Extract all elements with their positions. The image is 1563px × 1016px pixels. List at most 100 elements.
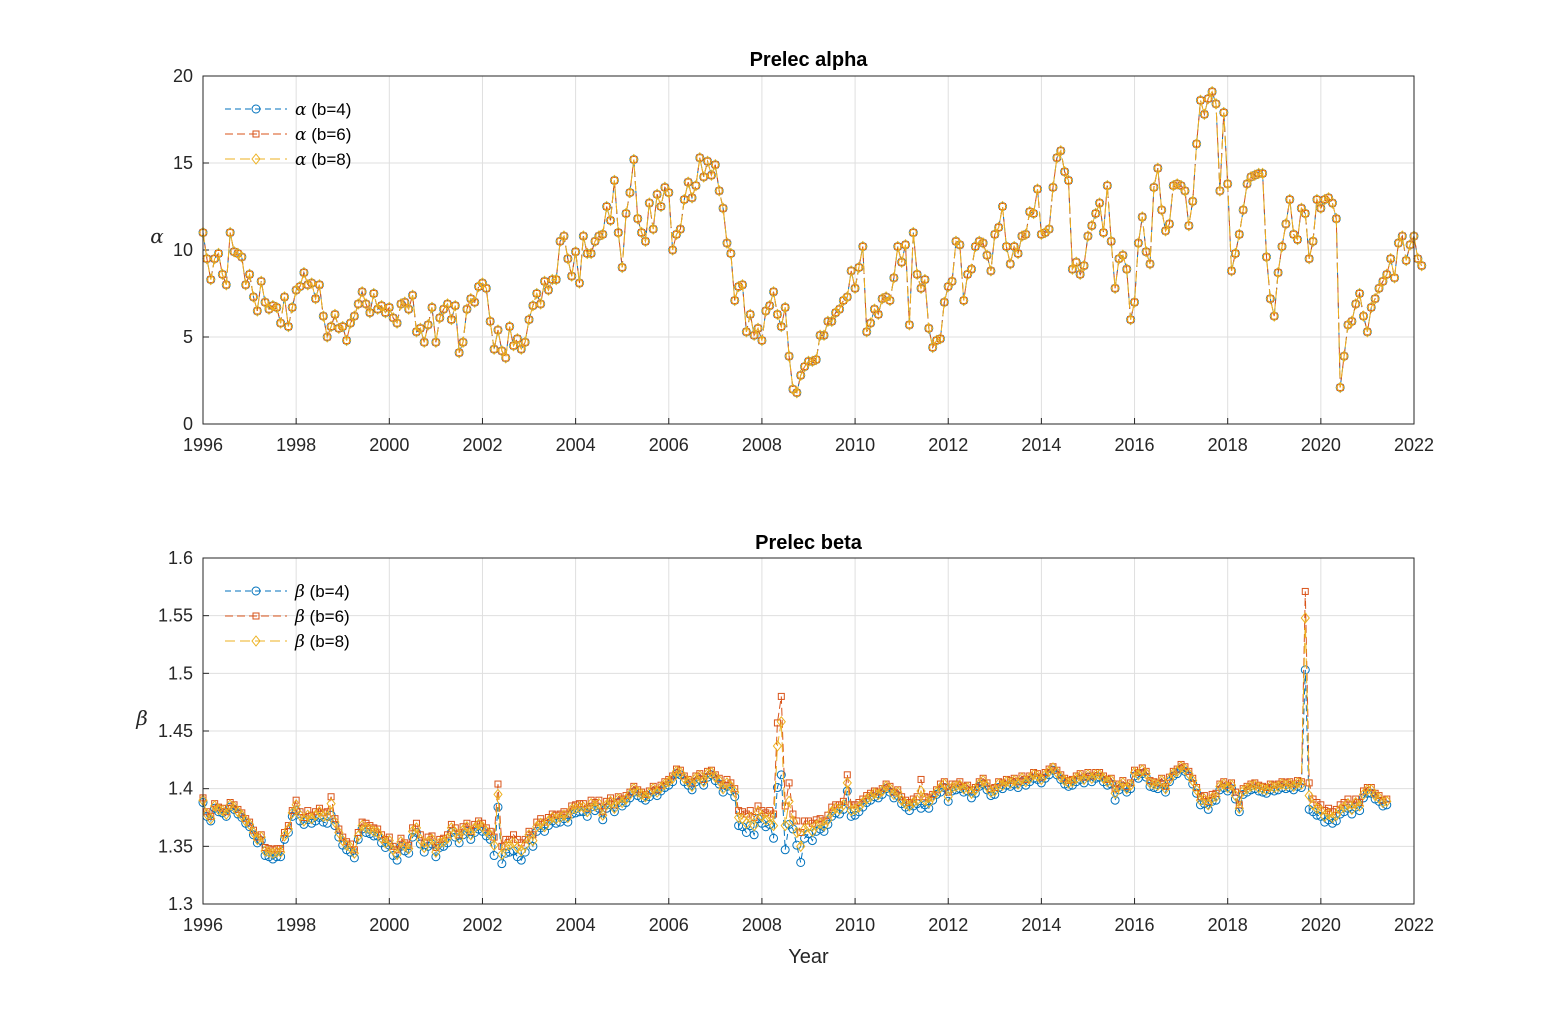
alpha-point-b8 xyxy=(757,334,767,347)
beta-point-b8 xyxy=(481,825,491,838)
alpha-point-b8 xyxy=(1215,185,1225,197)
beta-point-b4 xyxy=(1106,779,1116,789)
alpha-x-tick-label: 2008 xyxy=(742,435,782,455)
alpha-point-b8 xyxy=(667,244,678,256)
beta-point-b8 xyxy=(679,772,689,785)
alpha-point-b8 xyxy=(559,230,569,242)
alpha-point-b6 xyxy=(1026,208,1034,216)
alpha-point-b8 xyxy=(1145,258,1155,270)
alpha-point-b8 xyxy=(621,207,631,220)
alpha-point-b8 xyxy=(1017,230,1027,242)
alpha-point-b6 xyxy=(513,335,521,343)
alpha-point-b6 xyxy=(331,310,339,318)
alpha-point-b8 xyxy=(303,278,313,291)
beta-point-b8 xyxy=(1238,785,1248,797)
alpha-point-b8 xyxy=(908,226,918,239)
beta-point-b8 xyxy=(563,811,573,824)
beta-point-b8 xyxy=(613,793,623,805)
beta-point-b8 xyxy=(318,810,328,823)
beta-point-b6 xyxy=(816,815,824,823)
alpha-point-b8 xyxy=(1137,211,1147,223)
beta-point-b8 xyxy=(598,809,608,821)
beta-point-b8 xyxy=(617,796,627,809)
beta-point-b8 xyxy=(757,810,767,823)
alpha-point-b8 xyxy=(737,278,748,291)
alpha-point-b8 xyxy=(1366,301,1376,314)
alpha-point-b6 xyxy=(482,284,490,292)
alpha-point-b8 xyxy=(427,301,437,314)
alpha-point-b8 xyxy=(411,325,422,338)
beta-point-b8 xyxy=(1230,789,1241,802)
beta-point-b8 xyxy=(1094,769,1105,781)
beta-point-b8 xyxy=(326,797,336,810)
alpha-point-b8 xyxy=(625,186,635,199)
beta-point-b4 xyxy=(796,857,806,867)
beta-point-b8 xyxy=(1110,787,1120,800)
beta-point-b8 xyxy=(551,812,561,825)
alpha-point-b8 xyxy=(1013,247,1023,260)
beta-point-b8 xyxy=(1195,794,1206,807)
alpha-point-b6 xyxy=(537,300,545,308)
alpha-point-b6 xyxy=(358,288,366,296)
beta-point-b4 xyxy=(318,817,328,827)
alpha-point-b8 xyxy=(648,223,658,235)
alpha-point-b6 xyxy=(1165,220,1173,228)
alpha-point-b6 xyxy=(246,270,254,278)
beta-point-b8 xyxy=(543,815,554,827)
alpha-point-b6 xyxy=(1406,241,1414,249)
beta-series-group xyxy=(198,587,1392,869)
alpha-point-b6 xyxy=(967,265,975,273)
alpha-point-b6 xyxy=(533,290,541,297)
alpha-point-b8 xyxy=(609,174,620,187)
beta-point-b8 xyxy=(629,782,639,795)
beta-point-b4 xyxy=(1300,665,1310,675)
beta-point-b8 xyxy=(330,816,340,828)
alpha-point-b8 xyxy=(310,292,321,305)
alpha-point-b8 xyxy=(858,240,868,253)
alpha-point-b8 xyxy=(947,275,957,288)
beta-legend-symbol: β xyxy=(294,582,305,602)
alpha-point-b8 xyxy=(605,214,616,227)
alpha-point-b8 xyxy=(1067,263,1078,275)
alpha-point-b8 xyxy=(287,301,297,314)
beta-point-b8 xyxy=(788,815,798,827)
beta-point-b8 xyxy=(536,817,546,830)
beta-point-b8 xyxy=(1025,772,1035,785)
beta-x-tick-label: 2014 xyxy=(1021,915,1061,935)
alpha-legend-symbol: α xyxy=(295,100,307,120)
alpha-point-b6 xyxy=(420,338,428,346)
alpha-point-b8 xyxy=(1386,252,1396,265)
alpha-point-b6 xyxy=(444,300,452,308)
alpha-x-tick-label: 2006 xyxy=(649,435,689,455)
beta-legend-marker xyxy=(252,612,260,620)
alpha-point-b6 xyxy=(773,310,781,318)
alpha-point-b8 xyxy=(1168,179,1178,192)
alpha-point-b8 xyxy=(617,261,627,274)
alpha-point-b8 xyxy=(811,353,821,366)
alpha-x-tick-label: 1996 xyxy=(183,435,223,455)
alpha-point-b8 xyxy=(423,319,433,331)
alpha-point-b8 xyxy=(275,317,286,329)
beta-point-b8 xyxy=(1234,802,1244,815)
alpha-point-b6 xyxy=(1387,255,1395,263)
alpha-x-tick-label: 2018 xyxy=(1208,435,1248,455)
alpha-point-b8 xyxy=(1133,237,1144,249)
beta-point-b4 xyxy=(842,786,852,796)
beta-point-b4 xyxy=(221,811,231,821)
beta-point-b8 xyxy=(838,799,849,811)
alpha-point-b6 xyxy=(673,230,681,238)
beta-point-b8 xyxy=(466,828,476,841)
beta-point-b8 xyxy=(470,822,480,834)
alpha-point-b8 xyxy=(598,228,608,241)
beta-series-line-b8 xyxy=(202,617,1387,856)
beta-point-b4 xyxy=(404,848,414,858)
alpha-point-b8 xyxy=(206,273,216,286)
alpha-point-b8 xyxy=(916,282,926,295)
alpha-point-b8 xyxy=(1246,171,1256,183)
beta-x-tick-label: 2002 xyxy=(462,915,502,935)
alpha-point-b6 xyxy=(1228,267,1236,275)
alpha-point-b8 xyxy=(1141,245,1151,258)
alpha-point-b6 xyxy=(991,230,999,238)
beta-point-b8 xyxy=(780,819,790,832)
beta-point-b6 xyxy=(804,817,812,825)
